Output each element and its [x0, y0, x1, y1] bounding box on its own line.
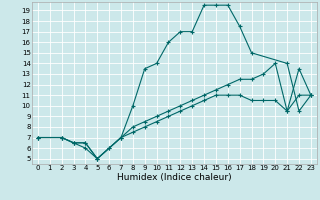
- X-axis label: Humidex (Indice chaleur): Humidex (Indice chaleur): [117, 173, 232, 182]
